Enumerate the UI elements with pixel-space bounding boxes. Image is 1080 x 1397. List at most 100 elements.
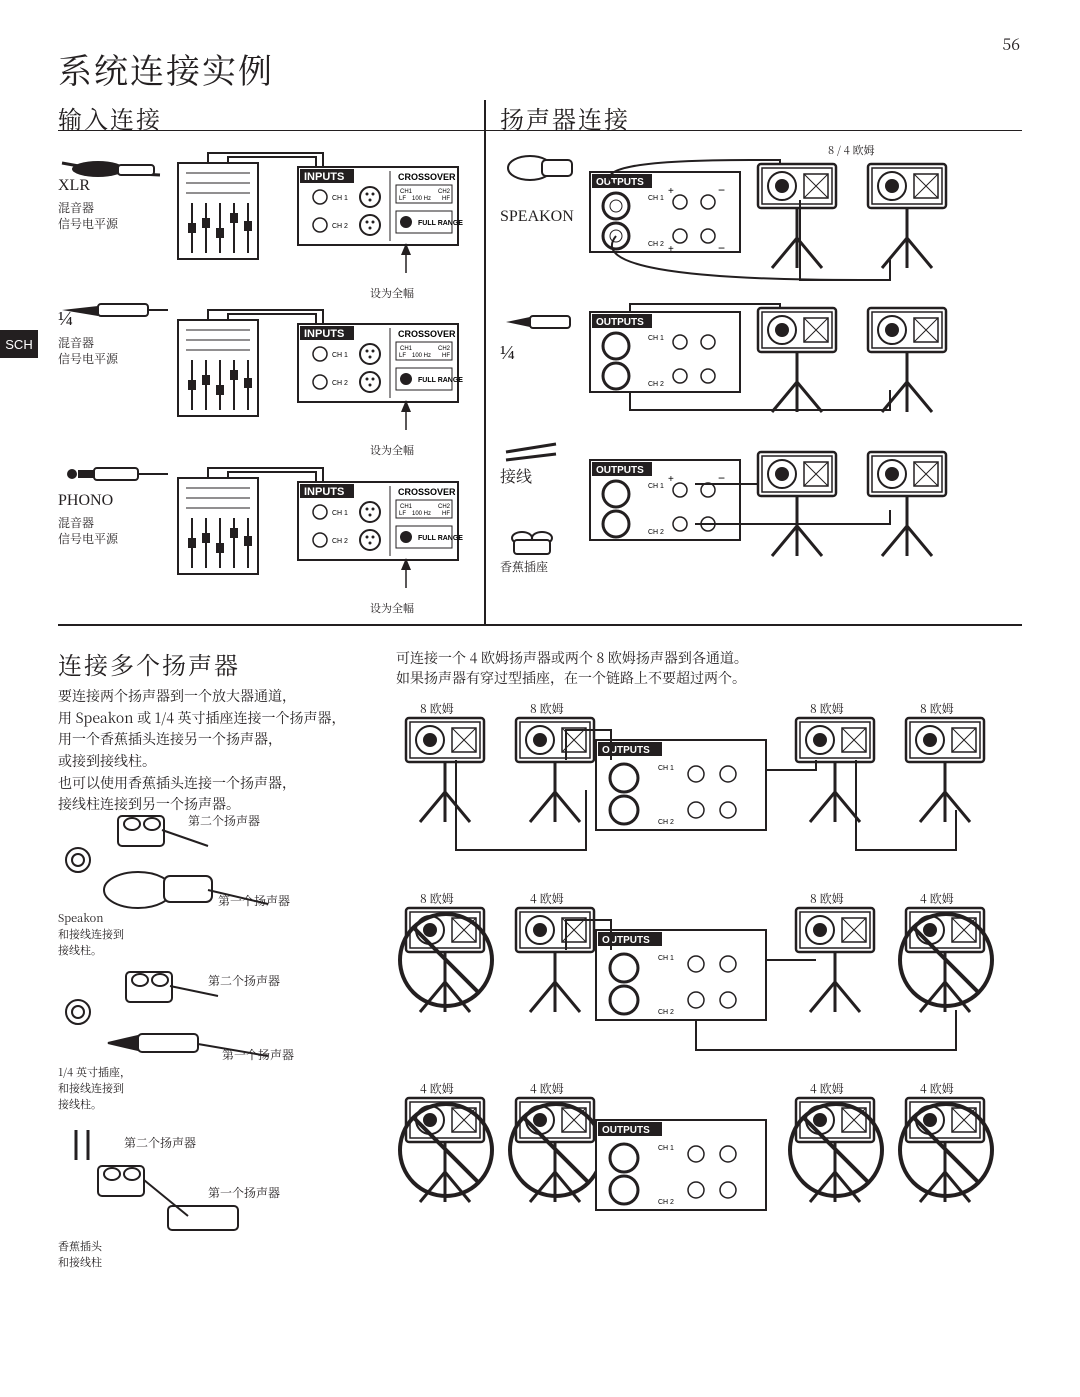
svg-text:FULL RANGE: FULL RANGE (418, 535, 463, 542)
lbl-second: 第二个扬声器 (124, 1134, 196, 1152)
svg-text:CH 1: CH 1 (648, 195, 664, 202)
diagram-svg: INPUTS CH 1 CH 2 CROSSOVER CH1 CH2 LF 10… (58, 145, 468, 305)
svg-text:−: − (718, 183, 725, 197)
caption: Speakon 和接线连接到 接线柱。 (58, 910, 124, 958)
svg-text:FULL RANGE: FULL RANGE (418, 220, 463, 227)
svg-text:100 Hz: 100 Hz (412, 353, 431, 359)
page-number: 56 (1002, 32, 1020, 55)
speaker-row-wire: 接线 香蕉插座 OUTPUTS CH 1 CH 2 + − (500, 440, 1020, 610)
sub2: 信号电平源 (58, 530, 118, 548)
svg-text:CH 2: CH 2 (648, 241, 664, 248)
input-row-phono: PHONO 混音器 信号电平源 INPUTS CH 1 CH 2 CROSSOV… (58, 460, 468, 620)
svg-text:CH 2: CH 2 (332, 538, 348, 545)
svg-text:OUTPUTS: OUTPUTS (602, 935, 650, 946)
svg-text:CROSSOVER: CROSSOVER (398, 172, 456, 182)
sub: 香蕉插座 (500, 558, 548, 576)
svg-text:100 Hz: 100 Hz (412, 511, 431, 517)
svg-text:OUTPUTS: OUTPUTS (596, 317, 644, 328)
svg-text:CH 2: CH 2 (332, 223, 348, 230)
multi-diagram-3: 第二个扬声器 第一个扬声器 香蕉插头 和接线柱 (58, 1120, 358, 1270)
type-label: ¼ (58, 308, 73, 331)
input-section-title: 输入连接 (58, 100, 162, 135)
lbl-second: 第二个扬声器 (208, 972, 280, 990)
caption: 1/4 英寸插座， 和接线连接到 接线柱。 (58, 1064, 131, 1112)
multi-diagram-1: 第二个扬声器 第一个扬声器 Speakon 和接线连接到 接线柱。 (58, 810, 358, 950)
svg-text:CH 1: CH 1 (648, 483, 664, 490)
type-label: SPEAKON (500, 208, 574, 226)
type-label: ¼ (500, 342, 515, 365)
svg-text:CH 1: CH 1 (658, 955, 674, 962)
svg-text:INPUTS: INPUTS (304, 328, 344, 340)
svg-text:LF: LF (399, 353, 406, 359)
svg-text:CH 2: CH 2 (658, 1199, 674, 1206)
multi-section-title: 连接多个扬声器 (58, 646, 240, 681)
svg-text:HF: HF (442, 353, 450, 359)
lbl-first: 第一个扬声器 (222, 1046, 294, 1064)
lbl-second: 第二个扬声器 (188, 812, 260, 830)
svg-text:−: − (718, 471, 725, 485)
multi-diagram-2: 第二个扬声器 第一个扬声器 1/4 英寸插座， 和接线连接到 接线柱。 (58, 968, 358, 1108)
svg-text:100 Hz: 100 Hz (412, 196, 431, 202)
svg-text:OUTPUTS: OUTPUTS (596, 465, 644, 476)
svg-text:CH 1: CH 1 (658, 765, 674, 772)
svg-text:FULL RANGE: FULL RANGE (418, 377, 463, 384)
diagram-svg: OUTPUTS CH 1 CH 2 + − + − (500, 150, 1020, 300)
rb-line1: 可连接一个 4 欧姆扬声器或两个 8 欧姆扬声器到各通道。 (396, 648, 748, 670)
svg-text:CH1: CH1 (400, 504, 413, 510)
sub2: 信号电平源 (58, 215, 118, 233)
svg-text:CH1: CH1 (400, 189, 413, 195)
svg-text:CH2: CH2 (438, 189, 451, 195)
svg-text:CH2: CH2 (438, 504, 451, 510)
svg-text:HF: HF (442, 511, 450, 517)
svg-text:−: − (718, 241, 725, 255)
diagram-svg: INPUTS CH 1 CH 2 CROSSOVER CH1 CH2 LF 100 H… (58, 460, 468, 620)
input-row-quarter: ¼ 混音器 信号电平源 INPUTS CH 1 CH 2 CROSSOVER C… (58, 302, 468, 462)
lbl-first: 第一个扬声器 (208, 1184, 280, 1202)
svg-text:CROSSOVER: CROSSOVER (398, 329, 456, 339)
svg-text:HF: HF (442, 196, 450, 202)
input-row-xlr: XLR 混音器 信号电平源 (58, 145, 468, 305)
speaker-row-quarter: ¼ OUTPUTS CH 1 CH 2 (500, 300, 1020, 430)
svg-text:+: + (668, 186, 674, 197)
svg-text:CH 1: CH 1 (648, 335, 664, 342)
svg-text:CH 1: CH 1 (658, 1145, 674, 1152)
speaker-row-speakon: SPEAKON OUTPUTS CH 1 CH 2 + − + − (500, 150, 1020, 300)
svg-text:OUTPUTS: OUTPUTS (602, 1125, 650, 1136)
impedance-row-a: 8 欧姆 8 欧姆 8 欧姆 8 欧姆 OUTPUTS CH 1CH 2 (396, 700, 1026, 880)
svg-text:LF: LF (399, 196, 406, 202)
svg-text:CH 2: CH 2 (658, 1009, 674, 1016)
caption: 设为全幅 (370, 442, 414, 458)
svg-text:CH1: CH1 (400, 346, 413, 352)
svg-text:OUTPUTS: OUTPUTS (596, 177, 644, 188)
svg-text:CH 1: CH 1 (332, 195, 348, 202)
svg-text:OUTPUTS: OUTPUTS (602, 745, 650, 756)
lbl-first: 第一个扬声器 (218, 892, 290, 910)
svg-text:CH 2: CH 2 (648, 381, 664, 388)
multi-paragraph: 要连接两个扬声器到一个放大器通道， 用 Speakon 或 1/4 英寸插座连接… (58, 686, 378, 816)
svg-text:CH 2: CH 2 (658, 819, 674, 826)
rule-mid-horizontal (58, 624, 1022, 626)
svg-text:CH 2: CH 2 (648, 529, 664, 536)
caption: 设为全幅 (370, 285, 414, 301)
svg-text:LF: LF (399, 511, 406, 517)
speaker-section-title: 扬声器连接 (500, 100, 630, 135)
type-label: XLR (58, 177, 90, 195)
type-label: PHONO (58, 492, 113, 510)
svg-text:CROSSOVER: CROSSOVER (398, 487, 456, 497)
svg-text:INPUTS: INPUTS (304, 171, 344, 183)
svg-text:+: + (668, 244, 674, 255)
svg-text:INPUTS: INPUTS (304, 486, 344, 498)
diagram-svg: INPUTS CH 1 CH 2 CROSSOVER CH1CH2LF100 H… (58, 302, 468, 462)
tab-sch: SCH (0, 330, 38, 358)
impedance-row-b: 8 欧姆 4 欧姆 8 欧姆 4 欧姆 OUTPUTS CH 1CH 2 (396, 890, 1026, 1070)
rule-mid-vertical (484, 100, 486, 624)
svg-text:CH 2: CH 2 (332, 380, 348, 387)
svg-text:+: + (668, 474, 674, 485)
svg-text:CH2: CH2 (438, 346, 451, 352)
type-label: 接线 (500, 464, 532, 487)
sub2: 信号电平源 (58, 350, 118, 368)
impedance-row-c: 4 欧姆 4 欧姆 4 欧姆 4 欧姆 OUTPUTS CH 1CH 2 (396, 1080, 1026, 1260)
caption: 设为全幅 (370, 600, 414, 616)
caption: 香蕉插头 和接线柱 (58, 1238, 102, 1270)
svg-text:CH 1: CH 1 (332, 510, 348, 517)
